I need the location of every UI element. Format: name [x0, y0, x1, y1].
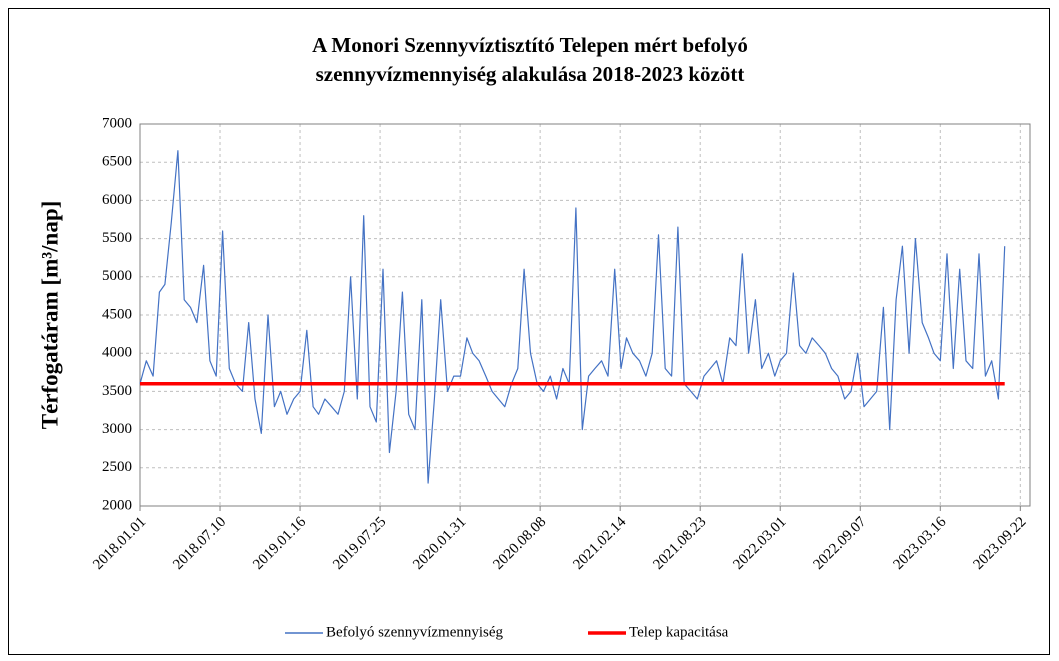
legend-label: Befolyó szennyvízmennyiség [326, 624, 504, 640]
chart-title: A Monori Szennyvíztisztító Telepen mért … [312, 33, 748, 57]
y-tick-label: 6000 [102, 192, 132, 208]
y-tick-label: 2000 [102, 497, 132, 513]
y-tick-label: 3500 [102, 383, 132, 399]
data-line [139, 150, 1006, 484]
y-tick-label: 4000 [102, 345, 132, 361]
y-tick-label: 3000 [102, 421, 132, 437]
chart-title: szennyvízmennyiség alakulása 2018-2023 k… [316, 62, 745, 86]
y-tick-label: 5500 [102, 230, 132, 246]
legend-label: Telep kapacitása [629, 624, 729, 640]
y-tick-label: 6500 [102, 154, 132, 170]
y-axis-label: Térfogatáram [m³/nap] [37, 201, 62, 430]
y-tick-label: 4500 [102, 306, 132, 322]
y-tick-label: 7000 [102, 115, 132, 131]
plot-border [139, 123, 1031, 507]
y-tick-label: 5000 [102, 268, 132, 284]
y-tick-label: 2500 [102, 459, 132, 475]
